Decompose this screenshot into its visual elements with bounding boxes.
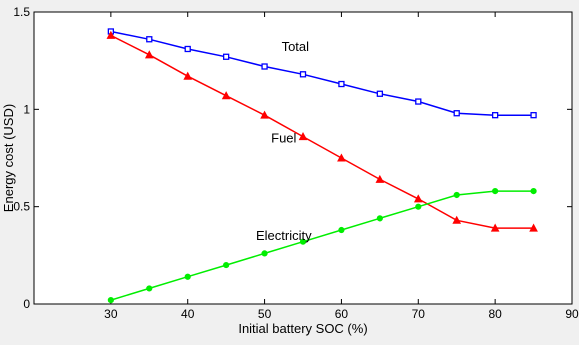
y-tick-label: 1	[23, 102, 30, 116]
series-annotation: Electricity	[256, 228, 312, 243]
electricity-point	[492, 187, 499, 195]
total-point	[146, 36, 153, 43]
plot-area	[33, 11, 573, 305]
electricity-point	[146, 285, 153, 292]
x-tick-label: 60	[335, 307, 349, 321]
electricity-point	[453, 191, 460, 199]
fuel-point	[260, 110, 269, 119]
x-tick-label: 40	[181, 307, 195, 321]
y-tick-label: 1.5	[13, 5, 30, 19]
series-annotation: Total	[282, 39, 310, 54]
total-point	[415, 98, 422, 105]
total-point	[453, 110, 460, 117]
fuel-point	[221, 91, 231, 100]
series-electricity	[107, 187, 537, 304]
fuel-point	[452, 215, 462, 224]
y-axis-label: Energy cost (USD)	[1, 104, 16, 212]
electricity-point	[338, 226, 345, 234]
fuel-point	[413, 194, 423, 203]
total-point	[184, 45, 191, 53]
x-tick-label: 90	[565, 307, 579, 321]
x-tick-label: 70	[412, 307, 426, 321]
electricity-point	[299, 238, 307, 245]
series-fuel	[106, 30, 538, 232]
fuel-point	[106, 30, 116, 39]
fuel-line	[110, 34, 534, 229]
electricity-point	[223, 261, 230, 269]
electricity-point	[107, 297, 114, 304]
fuel-point	[183, 71, 193, 80]
annotation-layer: Total Fuel Electricity	[256, 39, 312, 243]
fuel-point	[375, 174, 385, 183]
fuel-point	[490, 223, 500, 232]
fuel-point	[529, 223, 538, 232]
y-tick-label: 0.5	[13, 200, 30, 214]
total-point	[338, 80, 345, 88]
electricity-point	[261, 250, 268, 257]
x-tick-label: 80	[488, 307, 502, 321]
x-tick-label: 50	[258, 307, 272, 321]
fuel-point	[144, 50, 154, 59]
total-point	[261, 63, 268, 70]
total-point	[222, 53, 230, 60]
y-axis-ticks: 0 0.5 1 1.5	[13, 5, 572, 311]
x-axis-ticks: 30 40 50 60 70 80 90	[104, 12, 579, 321]
electricity-line	[110, 190, 534, 301]
electricity-point	[376, 215, 383, 222]
electricity-point	[184, 273, 191, 280]
fuel-point	[298, 132, 308, 141]
total-point	[491, 112, 499, 119]
x-tick-label: 30	[104, 307, 118, 321]
series-layer	[106, 28, 538, 304]
total-point	[530, 112, 537, 119]
electricity-point	[530, 187, 537, 195]
total-point	[299, 71, 307, 78]
series-annotation: Fuel	[271, 131, 296, 146]
electricity-point	[415, 203, 422, 210]
total-point	[376, 90, 384, 97]
total-line	[110, 30, 534, 116]
y-tick-label: 0	[23, 297, 30, 311]
fuel-point	[337, 153, 346, 162]
x-axis-label: Initial battery SOC (%)	[238, 321, 367, 336]
